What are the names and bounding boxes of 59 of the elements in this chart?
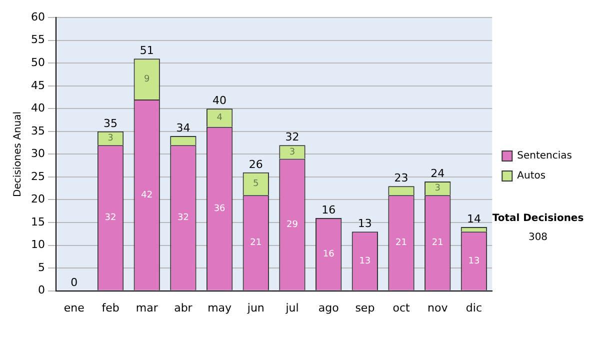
y-tick-label: 15 [30,215,45,228]
y-tick-label: 30 [30,147,45,160]
total-label: 35 [104,116,118,130]
x-tick-label: jun [246,301,264,314]
data-label: 21 [396,238,407,248]
data-label: 29 [286,220,298,230]
total-label: 14 [466,212,481,226]
data-label: 32 [177,213,189,224]
legend-label: Sentencias [517,150,572,162]
total-label: 26 [248,158,263,171]
y-tick-label: 55 [30,33,45,46]
y-tick-label: 40 [30,102,45,115]
y-tick-label: 50 [30,56,45,69]
text: Total Decisiones [491,213,585,224]
total-label: 24 [430,166,445,180]
data-label: 3 [434,184,440,194]
data-label: 9 [144,74,150,84]
total-label: 32 [285,130,300,144]
y-tick-label: 10 [30,238,45,252]
data-label: 21 [432,238,444,248]
x-tick-label: nov [428,301,448,314]
y-tick-label: 45 [30,78,45,92]
x-tick-label: oct [392,301,411,314]
data-label: 3 [108,134,114,144]
total-label: 13 [358,216,372,230]
data-label: 21 [250,238,262,248]
data-label: 16 [322,249,335,260]
data-label: 5 [253,179,259,190]
y-axis-title: Decisiones Anual [12,111,24,197]
x-tick-label: ago [318,301,340,314]
total-label: 34 [176,121,190,134]
x-tick-label: dic [466,301,482,314]
x-tick-label: sep [355,301,375,314]
y-tick-label: 0 [38,284,45,297]
text: 308 [527,232,549,243]
total-label: 23 [394,171,408,184]
data-label: 42 [141,190,153,200]
data-label: 4 [216,113,223,124]
total-label: 40 [212,94,227,108]
x-tick-label: feb [102,301,120,314]
y-tick-label: 35 [30,124,45,138]
total-label: 0 [70,276,78,290]
x-tick-label: may [208,301,232,314]
data-label: 36 [214,204,226,214]
x-tick-label: mar [136,301,158,314]
y-tick-label: 20 [30,192,45,206]
y-tick-label: 25 [30,170,45,183]
data-label: 13 [359,256,371,266]
data-label: 3 [289,147,296,158]
x-tick-label: jul [284,301,299,314]
legend-label: Autos [517,170,546,182]
x-tick-label: abr [174,301,193,314]
x-tick-label: ene [64,301,85,314]
total-label: 51 [140,44,154,57]
data-label: 32 [104,213,116,224]
total-label: 16 [322,203,336,216]
y-tick-label: 5 [38,260,45,274]
y-tick-label: 60 [30,10,45,24]
data-label: 13 [468,256,480,266]
